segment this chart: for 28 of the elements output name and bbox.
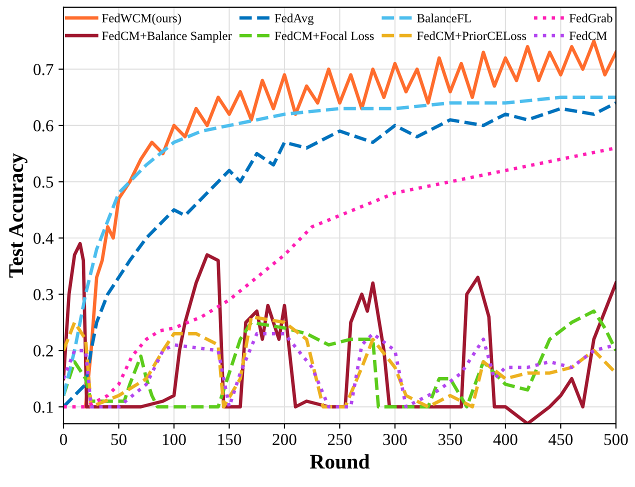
legend-label: FedGrab [569, 14, 612, 22]
legend-label: FedCM [569, 31, 607, 40]
x-tick-label: 100 [162, 434, 186, 446]
x-tick-label: 500 [604, 434, 628, 446]
x-tick-label: 450 [548, 434, 573, 446]
x-tick-label: 150 [218, 434, 242, 446]
x-tick-label: 250 [328, 434, 352, 446]
y-tick-label: 0.5 [34, 176, 54, 188]
x-tick-label: 300 [383, 434, 407, 446]
legend-label: FedCM+PriorCELoss [417, 31, 526, 40]
y-tick-label: 0.2 [34, 345, 53, 357]
y-tick-label: 0.7 [34, 64, 54, 76]
x-tick-label: 350 [438, 434, 462, 446]
x-tick-label: 400 [493, 434, 518, 446]
legend-label: FedAvg [274, 14, 314, 25]
legend-label: FedWCM(ours) [102, 14, 181, 25]
y-axis-title: Test Accuracy [9, 153, 28, 278]
legend-label: FedCM+Focal Loss [274, 31, 374, 40]
y-tick-label: 0.6 [34, 120, 54, 132]
y-tick-label: 0.4 [34, 232, 54, 244]
legend-label: FedCM+Balance Sampler [102, 31, 232, 43]
x-axis-title: Round [310, 454, 370, 469]
x-tick-label: 200 [272, 434, 296, 446]
x-tick-label: 0 [60, 434, 68, 446]
y-tick-label: 0.1 [34, 402, 53, 413]
y-tick-label: 0.3 [34, 288, 54, 300]
x-tick-label: 50 [111, 434, 126, 446]
legend-label: BalanceFL [417, 14, 471, 22]
